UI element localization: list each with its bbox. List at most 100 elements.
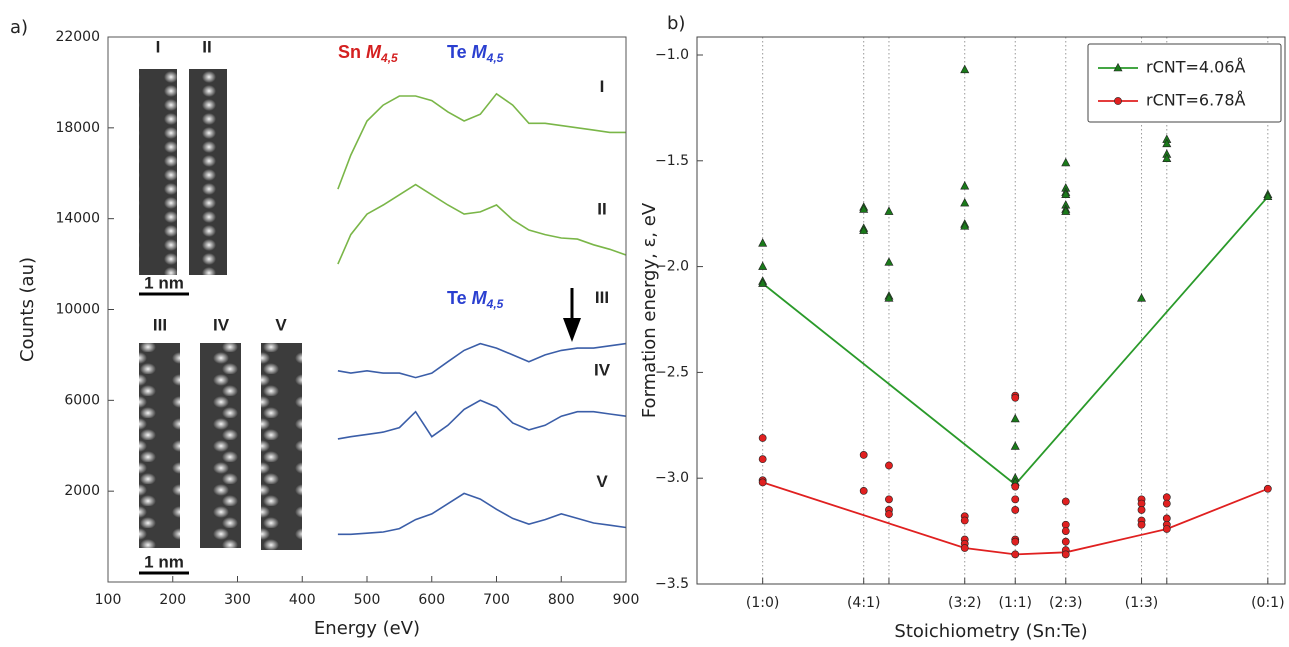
point	[1061, 497, 1070, 506]
x-tick-label: (2:3)	[1049, 595, 1082, 611]
y-tick-label: 22000	[55, 29, 100, 45]
image-label: III	[153, 315, 167, 334]
legend-text: rCNT=4.06Å	[1146, 58, 1246, 77]
point	[1011, 550, 1020, 559]
point	[758, 261, 768, 270]
spectrum-line	[337, 92, 626, 190]
point	[758, 478, 767, 487]
image-label: IV	[213, 315, 230, 334]
y-tick-label: 2000	[64, 483, 100, 499]
y-tick-label: −1.0	[655, 47, 689, 63]
scale-bar-label: 1 nm	[144, 273, 184, 292]
stem-image	[261, 343, 302, 550]
x-tick-label: 800	[548, 592, 575, 608]
stem-image	[200, 343, 241, 548]
annotation-part: 4,5	[486, 51, 504, 65]
legend-marker	[1114, 97, 1122, 105]
point	[758, 278, 768, 287]
point	[884, 293, 894, 302]
point	[1061, 157, 1071, 167]
spectrum-line	[337, 399, 627, 440]
x-tick-label: 300	[224, 592, 251, 608]
point	[859, 225, 869, 234]
point	[1137, 506, 1146, 514]
scale-bar-label: 1 nm	[144, 552, 184, 571]
point	[758, 434, 767, 442]
point	[1011, 393, 1020, 402]
y-tick-label: −2.0	[655, 259, 689, 275]
panel-label: a)	[10, 17, 28, 38]
annotation-part: Te	[447, 42, 472, 62]
y-tick-label: 6000	[64, 392, 100, 408]
y-tick-label: −1.5	[655, 153, 689, 169]
point	[1011, 495, 1020, 504]
fit-line	[762, 481, 1269, 556]
point	[960, 181, 970, 190]
point	[1263, 484, 1272, 493]
point	[960, 516, 969, 525]
y-tick-label: 14000	[55, 211, 100, 227]
annotation-part: M	[472, 288, 488, 308]
point	[1137, 520, 1146, 529]
series-label: I	[600, 77, 605, 96]
point	[859, 486, 868, 495]
annotation: Te M4,5	[447, 42, 504, 65]
point	[1162, 499, 1171, 508]
y-tick-label: 10000	[55, 302, 100, 318]
x-tick-label: 400	[289, 592, 316, 608]
x-tick-label: 100	[95, 592, 122, 608]
y-axis-label: Counts (au)	[17, 257, 38, 362]
x-tick-label: 600	[418, 592, 445, 608]
point	[960, 544, 969, 552]
point	[1010, 441, 1020, 450]
legend-text: rCNT=6.78Å	[1146, 91, 1246, 110]
legend-marker	[1113, 62, 1123, 72]
point	[1011, 482, 1020, 491]
point	[885, 461, 893, 470]
point	[1011, 537, 1020, 546]
x-axis-label: Stoichiometry (Sn:Te)	[894, 621, 1087, 642]
annotation-part: Sn	[338, 42, 366, 62]
point	[859, 204, 869, 213]
x-tick-label: 200	[159, 592, 186, 608]
series-label: V	[596, 472, 608, 491]
point	[885, 510, 893, 519]
image-label: I	[156, 37, 161, 56]
plot-frame	[696, 36, 1286, 585]
x-tick-label: 900	[613, 592, 640, 608]
y-tick-label: −3.0	[655, 470, 689, 486]
y-tick-label: −3.5	[655, 576, 689, 592]
image-label: V	[275, 315, 287, 334]
y-tick-label: −2.5	[655, 364, 689, 380]
x-tick-label: 500	[354, 592, 381, 608]
x-tick-label: (1:3)	[1125, 595, 1158, 611]
stem-image	[139, 69, 177, 275]
point	[1162, 153, 1172, 162]
annotation-part: 4,5	[486, 297, 504, 311]
annotation-part: M	[366, 42, 382, 62]
stem-image	[189, 69, 227, 275]
annotation-part: 4,5	[380, 51, 398, 65]
point	[1061, 206, 1071, 215]
arrow-head	[563, 318, 581, 342]
series-label: II	[597, 199, 606, 218]
x-tick-label: (1:0)	[746, 595, 779, 611]
annotation: Sn M4,5	[338, 42, 398, 65]
x-axis-label: Energy (eV)	[314, 618, 420, 639]
point	[1010, 413, 1020, 423]
point	[885, 495, 893, 504]
spectrum-line	[337, 183, 627, 265]
point	[1263, 191, 1273, 201]
x-tick-label: (4:1)	[847, 595, 880, 611]
point	[859, 451, 868, 459]
point	[884, 257, 894, 266]
x-tick-label: (1:1)	[999, 595, 1032, 611]
spectrum-line	[337, 492, 627, 536]
point	[960, 197, 970, 207]
point	[1011, 506, 1020, 514]
annotation-part: Te	[447, 288, 472, 308]
point	[1061, 527, 1070, 535]
x-tick-label: (0:1)	[1251, 595, 1284, 611]
y-tick-label: 18000	[55, 120, 100, 136]
